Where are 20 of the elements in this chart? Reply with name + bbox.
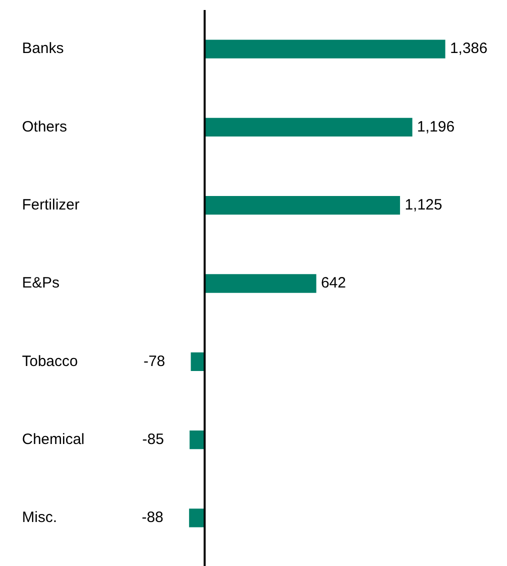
data-label: -85 — [142, 430, 164, 448]
bar — [204, 274, 316, 293]
y-tick-label: Tobacco — [22, 352, 78, 370]
y-tick-label: Misc. — [22, 509, 57, 526]
y-tick-label: Chemical — [22, 430, 85, 448]
bar — [204, 40, 446, 58]
y-tick-label: Fertilizer — [22, 196, 80, 214]
data-label: -78 — [143, 352, 166, 370]
data-label: 1,196 — [417, 118, 455, 136]
y-tick-label: E&Ps — [22, 274, 60, 292]
bar — [204, 196, 400, 215]
data-label: 1,125 — [404, 196, 442, 214]
bar — [189, 508, 205, 528]
bar — [190, 430, 205, 450]
bar — [204, 118, 412, 137]
y-tick-label: Others — [22, 118, 68, 136]
data-label: 642 — [320, 274, 346, 292]
y-tick-label: Banks — [22, 40, 64, 58]
data-label: -88 — [142, 509, 164, 526]
data-label: 1,386 — [450, 40, 488, 58]
